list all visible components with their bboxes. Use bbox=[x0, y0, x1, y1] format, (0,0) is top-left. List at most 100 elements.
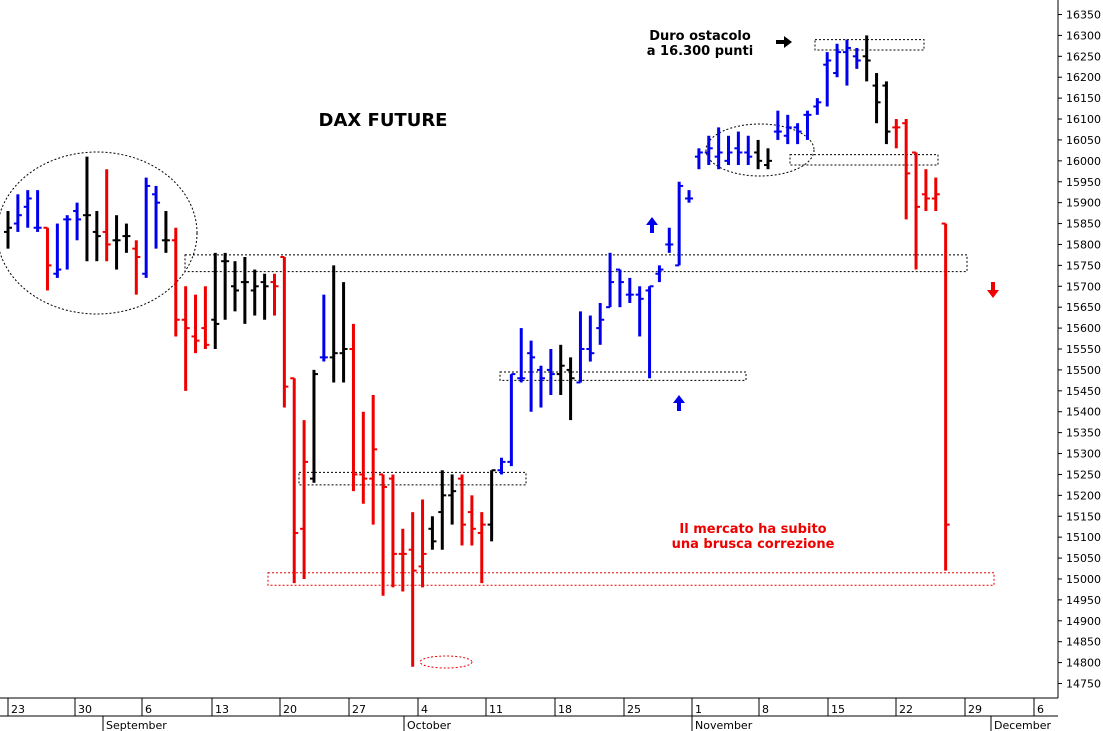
y-tick-label: 14850 bbox=[1066, 636, 1101, 649]
y-tick-label: 16200 bbox=[1066, 71, 1101, 84]
y-tick-label: 14950 bbox=[1066, 594, 1101, 607]
ohlc-bar bbox=[132, 240, 141, 295]
ohlc-bar bbox=[161, 211, 170, 253]
ohlc-bar bbox=[931, 177, 940, 212]
y-tick-label: 16350 bbox=[1066, 9, 1101, 22]
ohlc-bar bbox=[152, 185, 161, 249]
y-tick-label: 15150 bbox=[1066, 510, 1101, 523]
y-tick-label: 15350 bbox=[1066, 427, 1101, 440]
x-month-label: November bbox=[695, 719, 753, 731]
x-tick-label: 13 bbox=[215, 703, 229, 716]
arrow-up-icon bbox=[646, 217, 658, 233]
y-tick-label: 15400 bbox=[1066, 406, 1101, 419]
ohlc-bar bbox=[448, 474, 457, 525]
y-tick-label: 15650 bbox=[1066, 301, 1101, 314]
ohlc-bar bbox=[902, 119, 911, 220]
y-tick-label: 15100 bbox=[1066, 531, 1101, 544]
ohlc-bar bbox=[813, 98, 822, 115]
correction-annotation-line1: Il mercato ha subito bbox=[679, 522, 826, 537]
ohlc-bar bbox=[941, 222, 950, 571]
ohlc-bar bbox=[912, 151, 921, 270]
arrow-right-icon bbox=[776, 36, 792, 48]
x-tick-label: 27 bbox=[352, 703, 366, 716]
ohlc-bar bbox=[685, 190, 694, 203]
ohlc-bar bbox=[566, 357, 575, 421]
ohlc-bar bbox=[694, 148, 703, 170]
ohlc-bar bbox=[487, 469, 496, 542]
ohlc-bar bbox=[793, 123, 802, 145]
resistance-annotation-line1: Duro ostacolo bbox=[649, 29, 751, 44]
ohlc-bar bbox=[635, 286, 644, 337]
x-tick-label: 15 bbox=[831, 703, 845, 716]
ohlc-bar bbox=[211, 252, 220, 349]
ohlc-bar bbox=[300, 420, 309, 579]
ohlc-bar bbox=[43, 226, 52, 291]
ohlc-bar bbox=[606, 252, 615, 309]
ohlc-bar bbox=[290, 377, 299, 584]
ohlc-bar bbox=[181, 286, 190, 391]
support-zone-15480 bbox=[499, 371, 747, 381]
y-tick-label: 15850 bbox=[1066, 218, 1101, 231]
y-tick-label: 15500 bbox=[1066, 364, 1101, 377]
y-tick-label: 15050 bbox=[1066, 552, 1101, 565]
x-tick-label: 8 bbox=[762, 703, 769, 716]
ohlc-bar bbox=[882, 81, 891, 145]
x-tick-label: 1 bbox=[695, 703, 702, 716]
y-tick-label: 15950 bbox=[1066, 176, 1101, 189]
ohlc-bar bbox=[596, 303, 605, 345]
ohlc-bar bbox=[142, 177, 151, 278]
consolidation-ellipse bbox=[0, 151, 198, 315]
ohlc-bar bbox=[546, 349, 555, 395]
ohlc-bar bbox=[734, 131, 743, 166]
y-tick-label: 15600 bbox=[1066, 322, 1101, 335]
y-tick-label: 15700 bbox=[1066, 280, 1101, 293]
ohlc-bar bbox=[398, 528, 407, 592]
ohlc-bar bbox=[92, 211, 101, 262]
y-tick-label: 15800 bbox=[1066, 238, 1101, 251]
ohlc-bar bbox=[418, 499, 427, 588]
chart-title: DAX FUTURE bbox=[319, 110, 448, 131]
ohlc-bar bbox=[763, 148, 772, 170]
correction-annotation-line2: una brusca correzione bbox=[672, 537, 835, 552]
y-tick-label: 15750 bbox=[1066, 259, 1101, 272]
x-tick-label: 6 bbox=[145, 703, 152, 716]
ohlc-bar bbox=[329, 265, 338, 383]
y-tick-label: 16250 bbox=[1066, 50, 1101, 63]
ohlc-bar bbox=[921, 169, 930, 212]
ohlc-bar bbox=[122, 223, 131, 253]
ohlc-bar bbox=[63, 215, 72, 270]
ohlc-bar bbox=[112, 215, 121, 270]
ohlc-bar bbox=[783, 114, 792, 145]
y-tick-label: 15300 bbox=[1066, 448, 1101, 461]
y-tick-label: 15550 bbox=[1066, 343, 1101, 356]
ohlc-bar bbox=[73, 202, 82, 241]
ohlc-bar bbox=[53, 223, 62, 278]
ohlc-bar bbox=[280, 256, 289, 408]
ohlc-bar bbox=[833, 43, 842, 78]
ohlc-bar bbox=[527, 340, 536, 412]
ohlc-bar bbox=[369, 394, 378, 525]
x-tick-label: 22 bbox=[899, 703, 913, 716]
x-tick-label: 6 bbox=[1037, 703, 1044, 716]
ohlc-bar bbox=[408, 512, 417, 667]
ohlc-bar bbox=[349, 323, 358, 492]
support-zone-16000 bbox=[789, 154, 939, 166]
ohlc-bar bbox=[625, 277, 634, 304]
ohlc-bar bbox=[191, 294, 200, 354]
ohlc-bar bbox=[359, 411, 368, 504]
ohlc-bar bbox=[517, 328, 526, 383]
ohlc-bar bbox=[467, 495, 476, 546]
ohlc-bar bbox=[231, 261, 240, 312]
y-tick-label: 14800 bbox=[1066, 657, 1101, 670]
support-zone-15000 bbox=[267, 572, 995, 586]
ohlc-bar bbox=[892, 119, 901, 149]
resistance-zone-16300 bbox=[814, 39, 925, 51]
x-tick-label: 29 bbox=[968, 703, 982, 716]
ohlc-bar bbox=[13, 194, 22, 232]
consolidation-ellipse bbox=[705, 123, 815, 177]
ohlc-bar bbox=[556, 344, 565, 395]
ohlc-bar bbox=[655, 265, 664, 283]
low-ellipse bbox=[419, 655, 473, 669]
